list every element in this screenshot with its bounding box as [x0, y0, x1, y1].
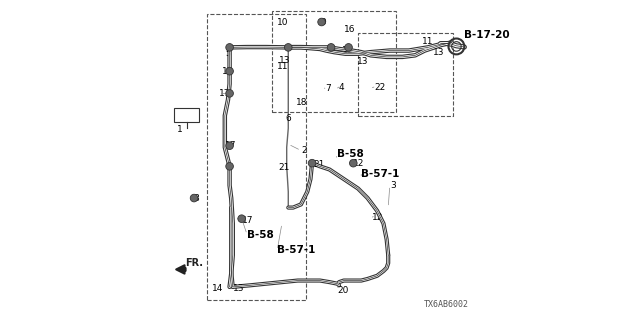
Text: 9: 9	[320, 18, 326, 27]
Text: 17: 17	[225, 141, 236, 150]
Bar	[273, 11, 396, 112]
Text: B-58: B-58	[247, 229, 274, 240]
Circle shape	[349, 159, 357, 167]
Circle shape	[226, 142, 234, 149]
Text: 4: 4	[339, 83, 345, 92]
Text: 10: 10	[277, 18, 289, 27]
Text: 11: 11	[277, 62, 289, 71]
Text: 17: 17	[218, 89, 230, 98]
Text: B-57-1: B-57-1	[361, 169, 399, 179]
Text: FR.: FR.	[185, 259, 203, 268]
Circle shape	[345, 44, 353, 51]
Text: 12: 12	[372, 212, 384, 222]
Circle shape	[238, 215, 246, 222]
Circle shape	[226, 68, 234, 75]
Circle shape	[190, 194, 198, 202]
Text: 16: 16	[344, 25, 355, 35]
Text: 13: 13	[279, 56, 291, 65]
Text: 22: 22	[374, 83, 385, 92]
Circle shape	[327, 44, 335, 51]
Text: 2: 2	[301, 146, 307, 155]
Circle shape	[318, 18, 325, 26]
Text: 3: 3	[390, 181, 396, 190]
Text: B-17-20: B-17-20	[465, 30, 510, 40]
Text: 13: 13	[356, 57, 368, 66]
Text: 6: 6	[285, 114, 291, 123]
Text: 11: 11	[342, 46, 354, 55]
Bar	[174, 108, 200, 122]
Text: 12: 12	[353, 159, 365, 168]
Text: 15: 15	[221, 67, 233, 76]
Text: 5: 5	[225, 49, 230, 58]
Text: 18: 18	[296, 99, 308, 108]
Text: 14: 14	[212, 284, 223, 293]
Text: 11: 11	[422, 36, 433, 45]
Text: B-57-1: B-57-1	[277, 245, 316, 255]
Circle shape	[226, 44, 234, 51]
Text: 7: 7	[324, 84, 330, 93]
Bar	[207, 14, 306, 300]
Bar	[358, 33, 453, 116]
Text: 21: 21	[279, 164, 290, 172]
Text: 1: 1	[177, 125, 182, 134]
Circle shape	[284, 44, 292, 51]
Text: 17: 17	[243, 216, 254, 225]
Text: 13: 13	[433, 48, 444, 57]
Circle shape	[226, 90, 234, 97]
Circle shape	[226, 163, 234, 170]
Text: 13: 13	[233, 284, 244, 293]
Text: TX6AB6002: TX6AB6002	[424, 300, 469, 309]
Circle shape	[308, 159, 316, 167]
Text: 8: 8	[193, 194, 199, 203]
Text: B-58: B-58	[337, 149, 364, 159]
Text: 20: 20	[337, 285, 349, 295]
Text: 21: 21	[314, 160, 325, 169]
